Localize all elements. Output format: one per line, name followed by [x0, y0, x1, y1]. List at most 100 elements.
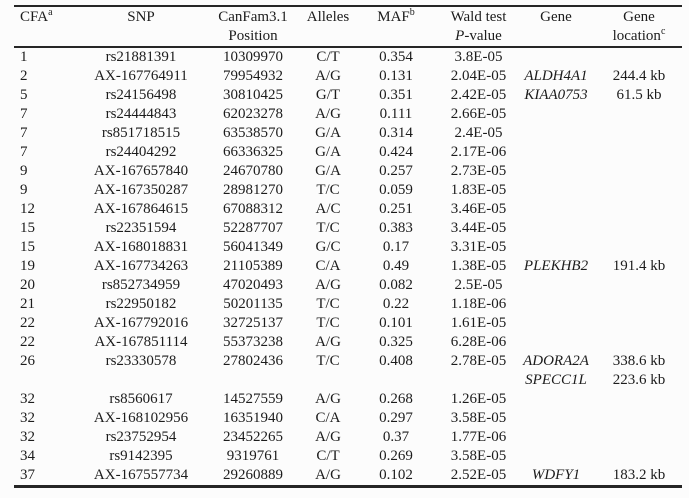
cell-cfa: 19 — [20, 258, 35, 274]
cell-snp: AX-167557734 — [93, 467, 189, 483]
cell-maf: 0.059 — [379, 182, 413, 198]
cell-maf: 0.257 — [379, 163, 413, 179]
cell-cfa: 26 — [20, 353, 35, 369]
cell-snp: AX-167657840 — [93, 163, 189, 179]
col-header-location-line1: Gene — [623, 9, 655, 25]
cell-pvalue: 2.78E-05 — [450, 353, 507, 369]
cell-gene — [516, 428, 596, 447]
cell-maf: 0.131 — [379, 68, 413, 84]
cell-position: 62023278 — [223, 106, 283, 122]
table-row: 12 AX-167864615 67088312 A/C 0.251 3.46E-05 — [14, 200, 682, 219]
cell-location — [596, 143, 682, 162]
cell-gene — [516, 47, 596, 67]
cell-cfa: 37 — [20, 467, 35, 483]
cell-pvalue: 1.18E-06 — [450, 296, 507, 312]
cell-pvalue: 2.52E-05 — [450, 467, 507, 483]
cell-snp: rs22351594 — [105, 220, 177, 236]
cell-location — [596, 219, 682, 238]
cell-pvalue: 3.58E-05 — [450, 410, 507, 426]
paper-page: CFAa SNP CanFam3.1 Position Alleles MAFb Wald … — [0, 5, 689, 498]
cell-pvalue: 3.44E-05 — [450, 220, 507, 236]
cell-maf: 0.325 — [379, 334, 413, 350]
cell-alleles: A/G — [315, 391, 341, 407]
cell-alleles: T/C — [316, 220, 340, 236]
cell-gene: ADORA2A — [523, 353, 589, 369]
cell-location — [596, 200, 682, 219]
cell-position — [201, 371, 305, 390]
cell-gene: WDFY1 — [531, 467, 581, 483]
cell-cfa: 34 — [20, 448, 35, 464]
cell-cfa: 22 — [20, 315, 35, 331]
table-row: 22 AX-167792016 32725137 T/C 0.101 1.61E-05 — [14, 314, 682, 333]
cell-location — [596, 181, 682, 200]
cell-position: 47020493 — [223, 277, 283, 293]
cell-pvalue: 2.4E-05 — [454, 125, 503, 141]
snp-association-table: CFAa SNP CanFam3.1 Position Alleles MAFb Wald … — [14, 5, 682, 488]
cell-position: 21105389 — [223, 258, 283, 274]
cell-position: 67088312 — [223, 201, 283, 217]
cell-snp: AX-168102956 — [93, 410, 189, 426]
cell-cfa: 2 — [20, 68, 28, 84]
cell-alleles: A/G — [315, 106, 341, 122]
cell-alleles: T/C — [316, 315, 340, 331]
cell-maf: 0.408 — [379, 353, 413, 369]
cell-cfa: 32 — [20, 391, 35, 407]
cell-gene — [516, 219, 596, 238]
col-header-gene-line1: Gene — [540, 9, 572, 25]
cell-snp: rs851718515 — [101, 125, 181, 141]
cell-location — [596, 295, 682, 314]
cell-alleles: G/A — [315, 163, 341, 179]
cell-maf: 0.297 — [379, 410, 413, 426]
cell-pvalue: 3.46E-05 — [450, 201, 507, 217]
table-row: SPECC1L 223.6 kb — [14, 371, 682, 390]
cell-cfa: 1 — [20, 49, 28, 65]
cell-snp: AX-167851114 — [94, 334, 188, 350]
table-row: 1 rs21881391 10309970 C/T 0.354 3.8E-05 — [14, 47, 682, 67]
cell-snp: rs23330578 — [105, 353, 177, 369]
col-header-snp: SNP — [81, 6, 201, 47]
cell-cfa: 15 — [20, 220, 35, 236]
cell-position: 30810425 — [223, 87, 283, 103]
cell-maf: 0.314 — [379, 125, 413, 141]
cell-position: 24670780 — [223, 163, 283, 179]
cell-position: 50201135 — [223, 296, 283, 312]
col-header-snp-line1: SNP — [127, 9, 155, 25]
cell-gene — [516, 238, 596, 257]
cell-gene — [516, 181, 596, 200]
cell-location — [596, 447, 682, 466]
col-header-cfa: CFAa — [14, 6, 81, 47]
cell-location: 223.6 kb — [612, 372, 666, 388]
cell-maf: 0.102 — [379, 467, 413, 483]
cell-maf: 0.082 — [379, 277, 413, 293]
cell-cfa: 20 — [20, 277, 35, 293]
cell-alleles: C/A — [315, 410, 341, 426]
cell-pvalue: 3.8E-05 — [454, 49, 503, 65]
col-header-maf-line1: MAFb — [377, 7, 415, 26]
cell-snp: rs21881391 — [105, 49, 177, 65]
cell-gene — [516, 314, 596, 333]
table-row: 20 rs852734959 47020493 A/G 0.082 2.5E-05 — [14, 276, 682, 295]
table-body: 1 rs21881391 10309970 C/T 0.354 3.8E-05 2 AX-16… — [14, 47, 682, 487]
cell-gene — [516, 409, 596, 428]
cell-location — [596, 333, 682, 352]
cell-snp: rs24156498 — [105, 87, 177, 103]
cell-position: 29260889 — [223, 467, 283, 483]
cell-alleles — [305, 371, 351, 390]
cell-pvalue: 1.26E-05 — [450, 391, 507, 407]
col-header-pvalue: Wald test P-value — [441, 6, 516, 47]
cell-cfa: 12 — [20, 201, 35, 217]
cell-alleles: C/T — [316, 49, 340, 65]
cell-pvalue: 2.66E-05 — [450, 106, 507, 122]
table-row: 7 rs24444843 62023278 A/G 0.111 2.66E-05 — [14, 105, 682, 124]
cell-alleles: C/T — [316, 448, 340, 464]
cell-pvalue: 2.17E-06 — [450, 144, 507, 160]
cell-location — [596, 105, 682, 124]
cell-alleles: T/C — [316, 353, 340, 369]
table-row: 9 AX-167657840 24670780 G/A 0.257 2.73E-05 — [14, 162, 682, 181]
cell-alleles: A/G — [315, 277, 341, 293]
table-row: 32 AX-168102956 16351940 C/A 0.297 3.58E-05 — [14, 409, 682, 428]
cell-position: 28981270 — [223, 182, 283, 198]
cell-location — [596, 47, 682, 67]
cell-gene — [516, 295, 596, 314]
cell-maf — [351, 371, 441, 390]
